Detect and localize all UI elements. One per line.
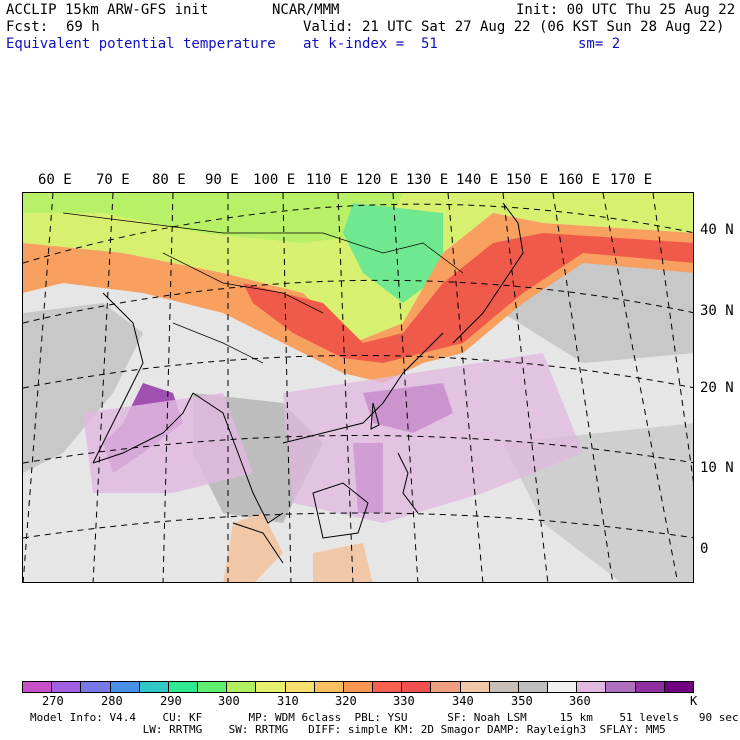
colorbar-unit: K xyxy=(690,694,698,708)
colorbar-tick: 320 xyxy=(335,694,357,708)
colorbar-tick: 290 xyxy=(160,694,182,708)
graticule xyxy=(23,193,693,582)
colorbar-swatch xyxy=(285,682,315,692)
lat-label: 30 N xyxy=(700,303,734,319)
colorbar-swatch xyxy=(23,682,53,692)
map-panel xyxy=(22,192,694,583)
colorbar-swatch xyxy=(81,682,111,692)
colorbar-swatch xyxy=(635,682,665,692)
colorbar-tick: 270 xyxy=(42,694,64,708)
colorbar-swatch xyxy=(402,682,432,692)
lon-label: 100 E xyxy=(253,172,296,188)
colorbar-swatch xyxy=(198,682,228,692)
lon-label: 150 E xyxy=(506,172,549,188)
lilac-pacific xyxy=(283,353,583,523)
colorbar-swatch xyxy=(227,682,257,692)
colorbar-swatch xyxy=(460,682,490,692)
colorbar-swatch xyxy=(577,682,607,692)
lat-label: 20 N xyxy=(700,380,734,396)
colorbar-tick: 330 xyxy=(393,694,415,708)
lon-label: 130 E xyxy=(406,172,449,188)
lon-label: 140 E xyxy=(456,172,499,188)
lon-label: 110 E xyxy=(306,172,349,188)
lilac-india xyxy=(83,393,253,493)
gray-region-west xyxy=(23,303,143,473)
lon-label: 90 E xyxy=(205,172,239,188)
fcst-label: Fcst: xyxy=(6,19,49,35)
theta-e-field xyxy=(23,193,693,582)
colorbar-swatch xyxy=(168,682,199,692)
colorbar-tick: 310 xyxy=(277,694,299,708)
smoothing-info: sm= 2 xyxy=(578,36,621,52)
colorbar-swatch xyxy=(548,682,578,692)
colorbar-swatch xyxy=(139,682,169,692)
colorbar-swatch xyxy=(110,682,140,692)
valid-time: Valid: 21 UTC Sat 27 Aug 22 (06 KST Sun … xyxy=(303,19,725,35)
lon-label: 80 E xyxy=(152,172,186,188)
lon-label: 70 E xyxy=(96,172,130,188)
center-label: NCAR/MMM xyxy=(272,2,340,18)
colorbar-tick: 350 xyxy=(511,694,533,708)
lon-label: 170 E xyxy=(610,172,653,188)
colorbar-swatch xyxy=(606,682,636,692)
peach-sumatra xyxy=(223,513,283,582)
coastlines xyxy=(92,202,524,564)
field-name: Equivalent potential temperature xyxy=(6,36,276,52)
lon-label: 160 E xyxy=(558,172,601,188)
colorbar-tick: 360 xyxy=(569,694,591,708)
fcst-value: 69 h xyxy=(66,19,100,35)
colorbar-swatch xyxy=(343,682,374,692)
lat-label: 0 xyxy=(700,541,709,557)
red-band xyxy=(243,233,693,363)
colorbar-tick: 340 xyxy=(452,694,474,708)
peach-borneo xyxy=(313,543,373,582)
lat-label: 10 N xyxy=(700,460,734,476)
colorbar-swatch xyxy=(314,682,344,692)
colorbar-swatch xyxy=(431,682,461,692)
green-northwest xyxy=(23,193,403,243)
init-time: Init: 00 UTC Thu 25 Aug 22 xyxy=(516,2,736,18)
colorbar-swatch xyxy=(518,682,549,692)
model-info-line-2: LW: RRTMG SW: RRTMG DIFF: simple KM: 2D … xyxy=(30,723,666,736)
lat-label: 40 N xyxy=(700,222,734,238)
colorbar-swatch xyxy=(52,682,82,692)
model-info-line-1: Model Info: V4.4 CU: KF MP: WDM 6class P… xyxy=(30,711,739,724)
colorbar-swatch xyxy=(664,682,693,692)
lon-label: 120 E xyxy=(356,172,399,188)
colorbar-tick: 280 xyxy=(101,694,123,708)
colorbar-tick: 300 xyxy=(218,694,240,708)
green-mongolia xyxy=(343,203,443,303)
colorbar-swatch xyxy=(489,682,519,692)
level-info: at k-index = 51 xyxy=(303,36,438,52)
colorbar-swatch xyxy=(256,682,286,692)
lon-label: 60 E xyxy=(38,172,72,188)
colorbar xyxy=(22,681,694,693)
model-title: ACCLIP 15km ARW-GFS init xyxy=(6,2,209,18)
colorbar-swatch xyxy=(373,682,403,692)
borders xyxy=(62,212,464,364)
